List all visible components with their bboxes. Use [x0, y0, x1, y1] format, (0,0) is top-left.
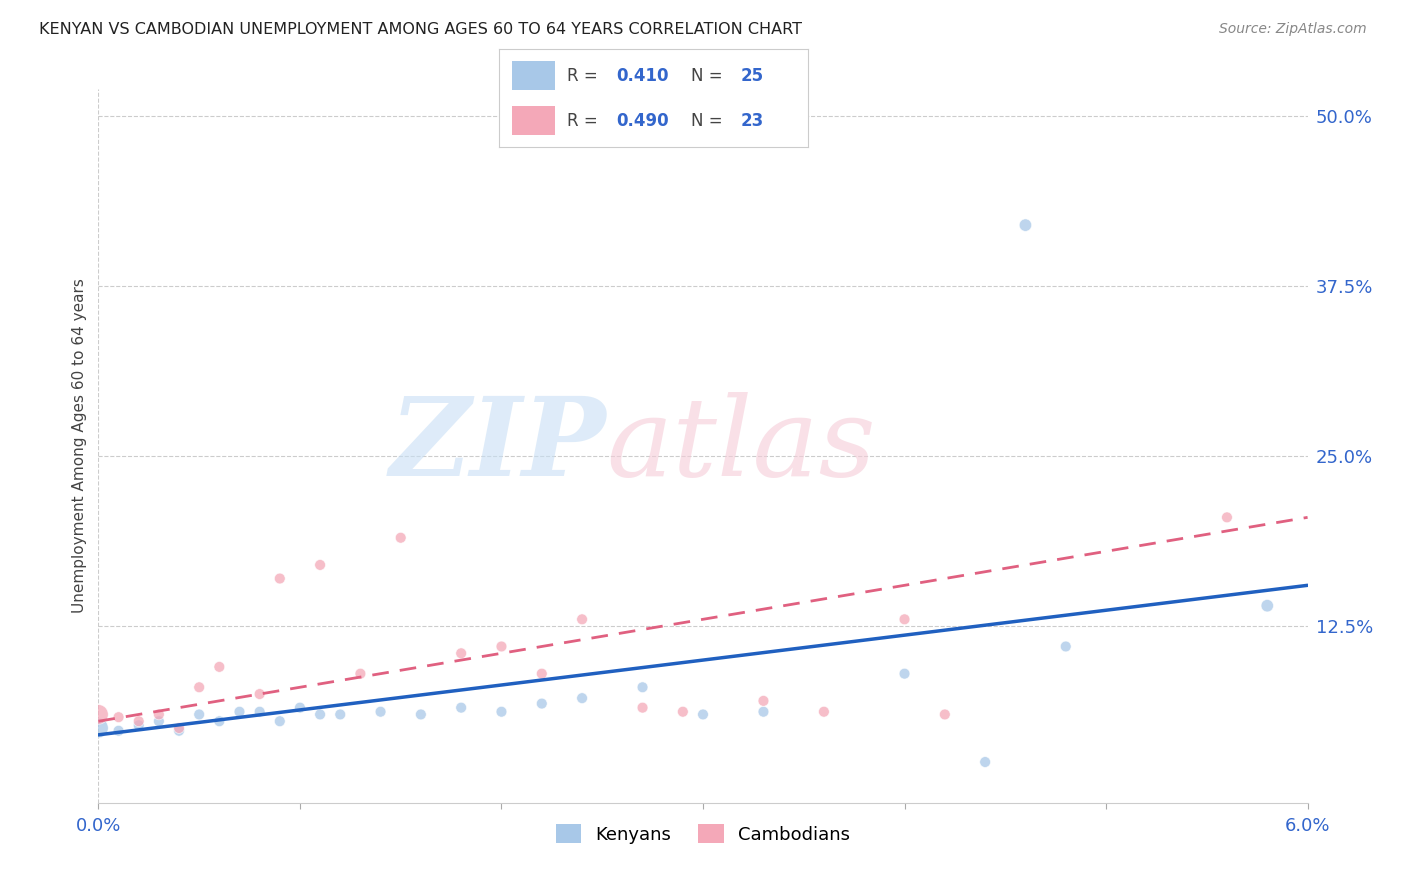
Text: R =: R =: [567, 112, 603, 129]
Point: [571, 691, 593, 706]
Point: [167, 723, 190, 738]
Point: [188, 707, 211, 722]
Point: [1014, 218, 1036, 232]
Point: [631, 700, 654, 714]
Point: [309, 558, 332, 572]
Point: [409, 707, 432, 722]
Point: [288, 700, 311, 714]
Point: [389, 531, 412, 545]
Point: [167, 721, 190, 735]
Point: [87, 707, 110, 722]
Point: [128, 718, 150, 732]
Point: [1054, 640, 1077, 654]
Text: N =: N =: [690, 67, 728, 85]
Text: ZIP: ZIP: [389, 392, 606, 500]
Bar: [512, 61, 555, 90]
Bar: [512, 106, 555, 136]
Legend: Kenyans, Cambodians: Kenyans, Cambodians: [548, 817, 858, 851]
Point: [491, 640, 513, 654]
Point: [893, 666, 915, 681]
Text: 0.410: 0.410: [617, 67, 669, 85]
Text: Source: ZipAtlas.com: Source: ZipAtlas.com: [1219, 22, 1367, 37]
Point: [228, 705, 250, 719]
Point: [752, 705, 775, 719]
Point: [269, 714, 291, 729]
Point: [249, 687, 271, 701]
Point: [208, 660, 231, 674]
Text: 25: 25: [741, 67, 763, 85]
Point: [450, 700, 472, 714]
Point: [148, 714, 170, 729]
Point: [128, 714, 150, 729]
Point: [974, 755, 997, 769]
Point: [1256, 599, 1278, 613]
Point: [208, 714, 231, 729]
Text: N =: N =: [690, 112, 728, 129]
Text: atlas: atlas: [606, 392, 876, 500]
Text: 0.490: 0.490: [617, 112, 669, 129]
Point: [370, 705, 392, 719]
Point: [752, 694, 775, 708]
Point: [349, 666, 371, 681]
Point: [934, 707, 956, 722]
Point: [269, 572, 291, 586]
Point: [631, 680, 654, 694]
Point: [450, 646, 472, 660]
Text: R =: R =: [567, 67, 603, 85]
Point: [329, 707, 352, 722]
Point: [530, 697, 553, 711]
Point: [87, 721, 110, 735]
Point: [148, 707, 170, 722]
Point: [491, 705, 513, 719]
Point: [571, 612, 593, 626]
Y-axis label: Unemployment Among Ages 60 to 64 years: Unemployment Among Ages 60 to 64 years: [72, 278, 87, 614]
Point: [672, 705, 695, 719]
Point: [309, 707, 332, 722]
Point: [1216, 510, 1239, 524]
Point: [107, 710, 129, 724]
Point: [530, 666, 553, 681]
Point: [107, 723, 129, 738]
Point: [692, 707, 714, 722]
Text: 23: 23: [741, 112, 763, 129]
Point: [813, 705, 835, 719]
Text: KENYAN VS CAMBODIAN UNEMPLOYMENT AMONG AGES 60 TO 64 YEARS CORRELATION CHART: KENYAN VS CAMBODIAN UNEMPLOYMENT AMONG A…: [39, 22, 803, 37]
Point: [188, 680, 211, 694]
Point: [893, 612, 915, 626]
Point: [249, 705, 271, 719]
